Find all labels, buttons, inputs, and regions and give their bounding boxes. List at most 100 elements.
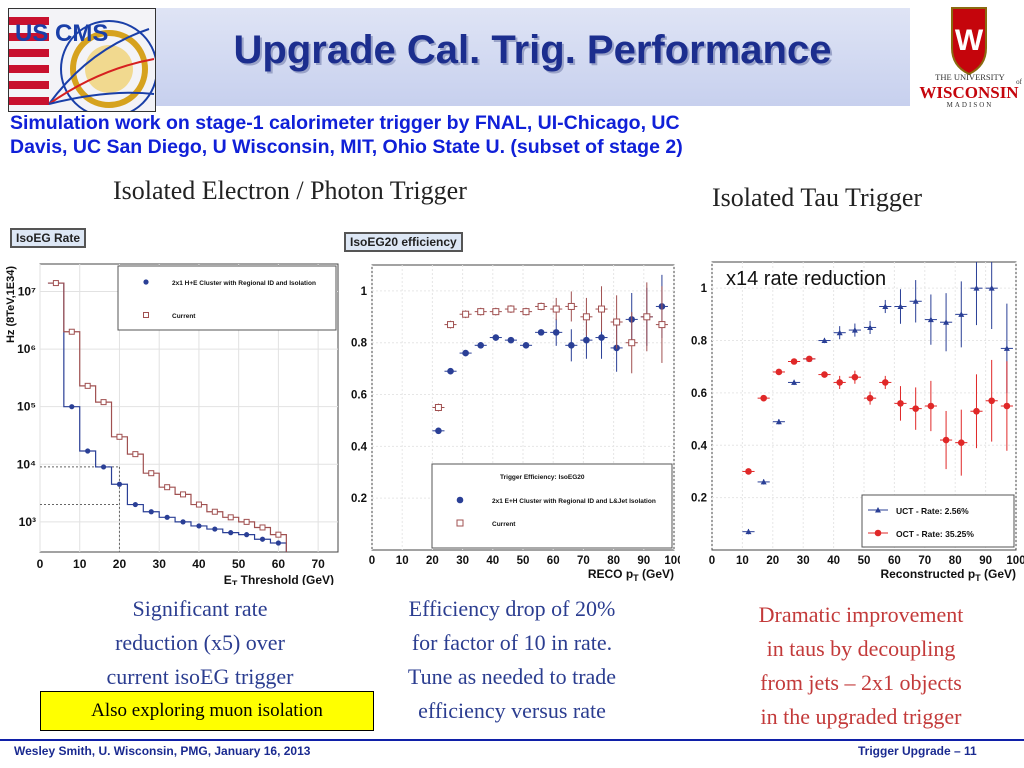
wisconsin-logo: W THE UNIVERSITY of WISCONSIN MADISON — [914, 4, 1024, 110]
chart2-y-tick-label: 1 — [361, 286, 368, 298]
caption-rate-line: current isoEG trigger — [106, 664, 294, 689]
chart2-data-point — [522, 342, 530, 349]
caption-rate-line: reduction (x5) over — [115, 630, 285, 655]
chart2-x-tick-label: 20 — [426, 555, 439, 567]
chart1-series-line — [47, 282, 287, 552]
chart3-data-point — [760, 394, 767, 402]
chart3-data-point — [745, 528, 752, 535]
chart3-x-tick-label: 10 — [736, 555, 749, 567]
chart2-x-axis-label: RECO pT (GeV) — [588, 567, 674, 583]
chart2-legend-title: Trigger Efficiency: IsoEG20 — [500, 474, 585, 481]
subtitle-line-2: Davis, UC San Diego, U Wisconsin, MIT, O… — [10, 136, 683, 158]
chart1-x-tick-label: 50 — [232, 557, 246, 571]
tau-efficiency-chart: 0 10 20 30 40 50 60 70 80 90 100 0.2 0.4 0.6 0.8 1 x14 r… — [691, 261, 1024, 583]
chart2-data-point — [613, 318, 621, 326]
chart3-x-tick-label: 0 — [709, 555, 715, 567]
chart2-x-tick-label: 0 — [369, 555, 375, 567]
chart2-title: IsoEG20 efficiency — [344, 232, 463, 252]
uscms-logo-graphic: US CMS — [9, 9, 155, 111]
caption-efficiency-line: for factor of 10 in rate. — [411, 630, 613, 655]
chart1-data-point — [275, 540, 281, 546]
chart2-data-point — [507, 336, 515, 344]
chart3-data-point — [866, 394, 874, 402]
chart1-y-axis-label: Hz (8TeV,1E34) — [5, 266, 17, 343]
chart3-legend — [861, 494, 1015, 548]
chart3-data-point — [836, 379, 843, 386]
chart1-x-tick-label: 20 — [113, 557, 127, 571]
chart1-data-point — [116, 433, 123, 440]
chart1-y-tick-label: 10⁷ — [18, 284, 36, 298]
footer-divider — [0, 739, 1024, 741]
chart1-data-point — [84, 382, 91, 389]
chart1-data-point — [259, 536, 266, 542]
chart3-x-tick-label: 60 — [888, 555, 901, 567]
isoeg20-efficiency-chart: 0 10 20 30 40 50 60 70 80 90 100 0.2 0.4 0.6 0.8 1 Trigg… — [351, 264, 680, 583]
chart2-y-tick-label: 0.6 — [351, 390, 367, 402]
chart3-legend-marker — [875, 507, 881, 513]
caption-efficiency: Efficiency drop of 20% for factor of 10 … — [362, 592, 662, 728]
chart2-data-point — [462, 310, 470, 318]
chart3-annotation: x14 rate reduction — [726, 268, 886, 290]
chart1-data-point — [244, 532, 250, 538]
chart1-data-point — [85, 448, 91, 454]
caption-tau-line: in taus by decoupling — [766, 636, 956, 661]
isoeg-rate-chart: 0 10 20 30 40 50 60 70 10³ 10⁴ 10⁵ 10⁶ 10⁷ 2x1 H+E Cl… — [5, 263, 339, 585]
chart2-data-point — [628, 339, 636, 347]
chart3-data-point — [805, 355, 813, 363]
chart3-data-point — [775, 368, 783, 376]
chart2-legend — [431, 463, 673, 549]
chart2-x-tick-label: 100 — [664, 555, 680, 567]
chart2-data-point — [435, 427, 442, 435]
chart1-x-tick-label: 30 — [153, 557, 167, 571]
section-title-electron: Isolated Electron / Photon Trigger — [113, 176, 467, 205]
chart1-y-tick-label: 10⁶ — [17, 342, 36, 356]
uscms-logo: US CMS — [8, 8, 156, 112]
chart2-legend-label: Current — [492, 521, 516, 528]
caption-efficiency-line: Tune as needed to trade — [407, 664, 617, 689]
chart2-data-point — [598, 305, 606, 313]
chart3-x-tick-label: 50 — [858, 555, 871, 567]
chart2-data-point — [462, 349, 469, 357]
chart3-data-point — [836, 329, 843, 336]
chart2-x-tick-label: 40 — [486, 555, 499, 567]
chart3-x-tick-label: 20 — [766, 555, 779, 567]
chart1-legend-marker — [143, 279, 149, 285]
chart3-data-point — [821, 371, 828, 378]
chart2-data-point — [537, 329, 545, 336]
chart2-data-point — [492, 334, 500, 341]
chart3-data-point — [957, 439, 965, 446]
chart1-data-point — [116, 481, 123, 487]
chart2-legend-label: 2x1 E+H Cluster with Regional ID and L&J… — [492, 498, 656, 505]
header-band — [155, 8, 910, 106]
caption-rate: Significant rate reduction (x5) over cur… — [50, 592, 350, 694]
chart2-data-point — [507, 305, 515, 313]
chart1-data-point — [243, 518, 250, 525]
chart3-x-tick-label: 30 — [797, 555, 810, 567]
chart3-data-point — [760, 478, 767, 485]
wisconsin-crest: W — [951, 7, 987, 76]
chart3-data-point — [1003, 402, 1011, 410]
chart1-legend-label: 2x1 H+E Cluster with Regional ID and Iso… — [172, 280, 316, 287]
chart2-data-point — [477, 342, 485, 349]
chart2-y-tick-label: 0.2 — [351, 493, 367, 505]
chart3-legend-marker — [874, 529, 882, 537]
chart3-data-point — [958, 311, 965, 317]
uscms-logo-text: US CMS — [15, 20, 108, 47]
chart1-data-point — [180, 491, 187, 498]
chart1-data-point — [196, 523, 202, 529]
chart3-x-tick-label: 90 — [979, 555, 992, 567]
chart1-legend — [117, 265, 337, 331]
chart1-data-point — [148, 470, 155, 477]
subtitle: Simulation work on stage-1 calorimeter t… — [10, 111, 1010, 159]
chart1-data-point — [259, 524, 266, 531]
chart3-data-point — [942, 436, 950, 444]
chart1-data-point — [195, 501, 202, 508]
chart1-data-point — [164, 514, 170, 520]
chart3-data-point — [973, 285, 980, 291]
chart3-legend-label: UCT - Rate: 2.56% — [896, 506, 969, 516]
chart1-data-point — [132, 501, 138, 508]
chart2-x-tick-label: 10 — [396, 555, 409, 567]
flag-stripes — [9, 17, 49, 105]
chart1-data-point — [211, 508, 218, 515]
chart1-legend-label: Current — [172, 313, 196, 320]
